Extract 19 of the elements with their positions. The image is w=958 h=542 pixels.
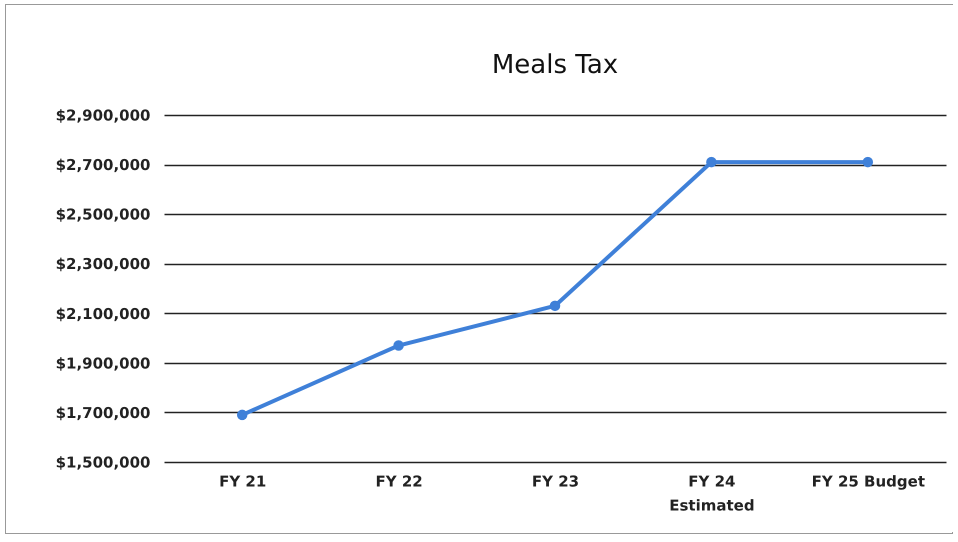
y-tick-label: $2,100,000	[56, 304, 150, 323]
x-tick-label: FY 24 Estimated	[669, 472, 755, 514]
x-tick-label: FY 21	[219, 472, 266, 490]
point	[706, 156, 717, 168]
point	[862, 156, 874, 168]
chart-title: Meals Tax	[492, 50, 618, 80]
y-tick-label: $1,700,000	[56, 404, 150, 422]
point	[236, 410, 248, 420]
x-tick-label: FY 22	[375, 472, 423, 490]
point	[393, 340, 404, 351]
y-tick-label: $2,900,000	[56, 106, 150, 124]
x-tick-label: FY 23	[532, 472, 580, 490]
y-tick-label: $1,900,000	[56, 354, 150, 372]
y-tick-label: $2,500,000	[56, 206, 150, 224]
point	[550, 300, 560, 312]
y-tick-label: $2,300,000	[56, 255, 150, 274]
y-tick-label: $1,500,000	[56, 454, 150, 472]
y-tick-label: $2,700,000	[56, 156, 150, 174]
x-tick-label: FY 25 Budget	[812, 472, 925, 490]
